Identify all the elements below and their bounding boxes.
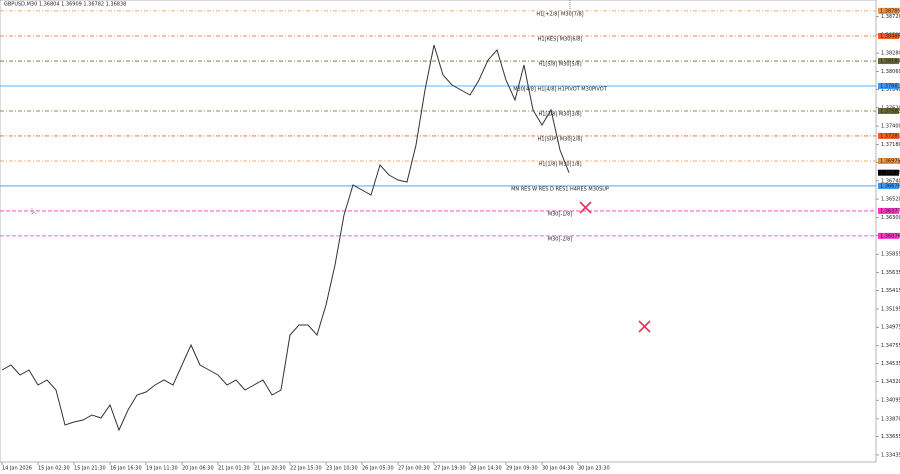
level-tag — [878, 232, 899, 239]
level-label: M30[4/8] H1[4/8] H1PIVOT M30PIVOT — [513, 87, 607, 93]
x-tick-label: 30 Jan 04:30 — [542, 466, 574, 472]
x-tick-label: 19 Jan 11:30 — [146, 466, 178, 472]
x-tick-label: 21 Jan 01:30 — [218, 466, 250, 472]
level-tag — [878, 207, 899, 214]
level-label: H1[5/8] M30[5/8] — [538, 62, 581, 68]
level-label: H1[3/8] M30[3/8] — [538, 111, 581, 117]
x-tick-label: 15 Jan 21:30 — [74, 466, 106, 472]
y-tick-label: 1.36300 — [881, 215, 900, 221]
y-tick-label: 1.35855 — [881, 252, 900, 258]
y-tick-label: 1.34095 — [881, 398, 900, 404]
x-tick-label: 23 Jan 10:30 — [326, 466, 358, 472]
plot-frame — [0, 0, 877, 463]
x-tick-label: 16 Jan 16:30 — [110, 466, 142, 472]
level-tag — [878, 32, 899, 39]
level-label: H1[+2/8] M30[7/8] — [536, 11, 583, 17]
x-tick-label: 27 Jan 00:30 — [398, 466, 430, 472]
level-label: MN RES W RES D RES1 H4RES M30SUP — [511, 186, 609, 192]
level-tag-value: 1.36377 — [880, 208, 900, 214]
y-tick-label: 1.38280 — [881, 51, 900, 57]
x-tick-label: 22 Jan 15:30 — [290, 466, 322, 472]
level-tag-value: 1.37281 — [880, 133, 900, 139]
last-price-value: 1.36838 — [880, 170, 900, 176]
level-tag — [878, 7, 899, 14]
y-tick-label: 1.33655 — [881, 434, 900, 440]
y-tick-label: 1.35195 — [881, 306, 900, 312]
level-label: H1[SUP] M30[2/8] — [538, 136, 583, 142]
y-tick-label: 1.36520 — [881, 197, 900, 203]
x-tick-label: 14 Jan 2026 — [2, 466, 32, 472]
level-label: M30[-2/8] — [548, 236, 572, 242]
level-tag-value: 1.36979 — [880, 158, 900, 164]
y-tick-label: 1.36740 — [881, 178, 900, 184]
y-tick-label: 1.33435 — [881, 452, 900, 458]
y-tick-label: 1.34975 — [881, 325, 900, 331]
y-tick-label: 1.34320 — [881, 379, 900, 385]
level-tag-value: 1.38184 — [880, 59, 900, 65]
x-tick-label: 20 Jan 06:30 — [182, 466, 214, 472]
y-tick-label: 1.38720 — [881, 14, 900, 20]
level-tag-value: 1.38486 — [880, 33, 900, 39]
level-tag — [878, 132, 899, 139]
level-label: H1[RES] M30[6/8] — [538, 36, 583, 42]
y-tick-label: 1.33870 — [881, 416, 900, 422]
x-tick-label: 27 Jan 19:30 — [434, 466, 466, 472]
level-tag — [878, 58, 899, 65]
cross-marker — [638, 320, 651, 333]
y-tick-label: 1.34755 — [881, 343, 900, 349]
level-tag-value: 1.37883 — [880, 84, 900, 90]
y-tick-label: 1.34535 — [881, 361, 900, 367]
level-tag-value: 1.37582 — [880, 108, 900, 114]
y-tick-label: 1.37400 — [881, 124, 900, 130]
x-tick-label: 26 Jan 05:30 — [362, 466, 394, 472]
level-tag — [878, 157, 899, 164]
level-tag — [878, 107, 899, 114]
price-line — [1, 44, 570, 432]
y-tick-label: 1.38060 — [881, 69, 900, 75]
x-tick-label: 29 Jan 09:30 — [506, 466, 538, 472]
level-tag — [878, 83, 899, 90]
x-tick-label: 21 Jan 20:30 — [254, 466, 286, 472]
y-tick-label: 1.37180 — [881, 142, 900, 148]
x-tick-label: 30 Jan 23:30 — [578, 466, 610, 472]
y-tick-label: 1.35415 — [881, 288, 900, 294]
x-tick-label: 15 Jan 02:30 — [38, 466, 70, 472]
level-tag-value: 1.36678 — [880, 183, 900, 189]
y-tick-label: 1.37840 — [881, 87, 900, 93]
x-tick-label: 28 Jan 14:30 — [470, 466, 502, 472]
level-label: M30[-1/8] — [548, 211, 572, 217]
level-tag — [878, 182, 899, 189]
chart-title: GBPUSD,M30 1.36804 1.36909 1.36782 1.368… — [4, 2, 126, 8]
last-price-tag — [878, 169, 899, 176]
y-tick-label: 1.35635 — [881, 270, 900, 276]
level-tag-value: 1.36076 — [880, 233, 900, 239]
level-label: H1[1/8] M30[1/8] — [538, 161, 581, 167]
level-tag-value: 1.38789 — [880, 8, 900, 14]
